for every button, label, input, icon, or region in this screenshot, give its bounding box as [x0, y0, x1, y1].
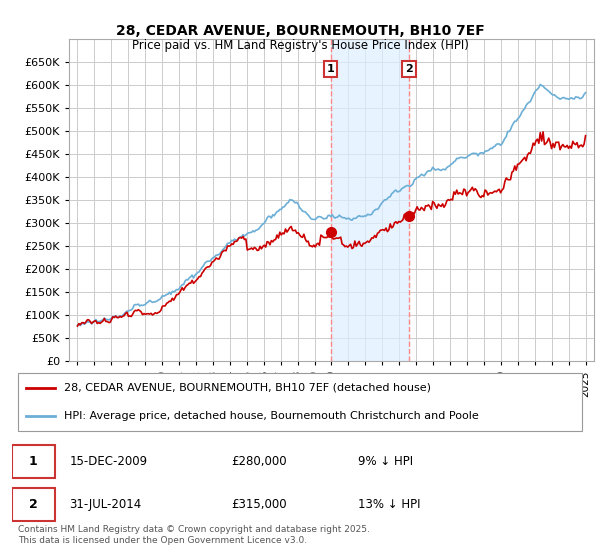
Text: 1: 1 [29, 455, 38, 468]
FancyBboxPatch shape [12, 445, 55, 478]
Text: 2: 2 [29, 498, 38, 511]
Text: HPI: Average price, detached house, Bournemouth Christchurch and Poole: HPI: Average price, detached house, Bour… [64, 411, 479, 421]
Text: Contains HM Land Registry data © Crown copyright and database right 2025.
This d: Contains HM Land Registry data © Crown c… [18, 525, 370, 545]
Text: £315,000: £315,000 [231, 498, 287, 511]
Text: £280,000: £280,000 [231, 455, 287, 468]
Text: 28, CEDAR AVENUE, BOURNEMOUTH, BH10 7EF: 28, CEDAR AVENUE, BOURNEMOUTH, BH10 7EF [116, 24, 484, 38]
Text: Price paid vs. HM Land Registry's House Price Index (HPI): Price paid vs. HM Land Registry's House … [131, 39, 469, 52]
Text: 1: 1 [327, 64, 335, 74]
FancyBboxPatch shape [18, 373, 582, 431]
Text: 28, CEDAR AVENUE, BOURNEMOUTH, BH10 7EF (detached house): 28, CEDAR AVENUE, BOURNEMOUTH, BH10 7EF … [64, 382, 431, 393]
Bar [331, 39, 409, 361]
Text: 13% ↓ HPI: 13% ↓ HPI [358, 498, 420, 511]
Text: 15-DEC-2009: 15-DEC-2009 [70, 455, 148, 468]
Text: 9% ↓ HPI: 9% ↓ HPI [358, 455, 413, 468]
FancyBboxPatch shape [12, 488, 55, 521]
Text: 2: 2 [405, 64, 413, 74]
Text: 31-JUL-2014: 31-JUL-2014 [70, 498, 142, 511]
